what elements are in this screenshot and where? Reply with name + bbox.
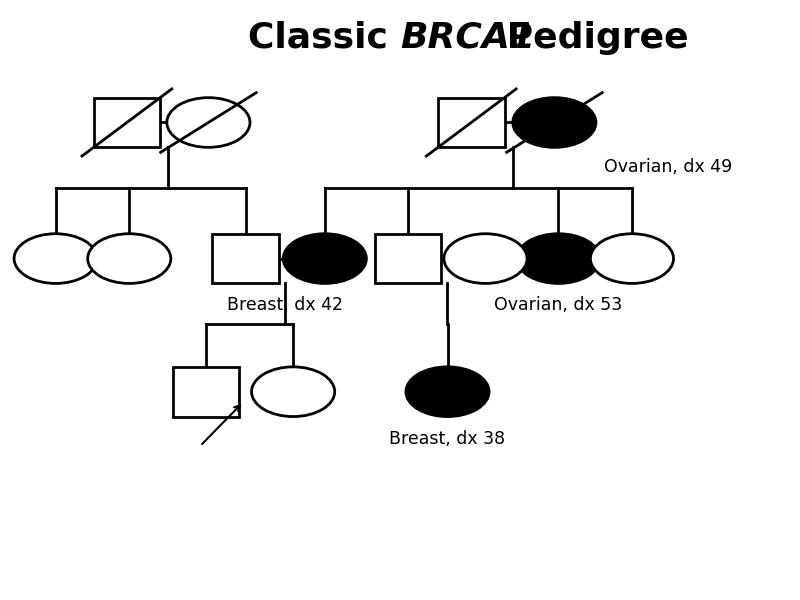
Polygon shape xyxy=(438,98,505,148)
Ellipse shape xyxy=(590,234,674,283)
Text: Pedigree: Pedigree xyxy=(494,21,688,55)
Text: Classic: Classic xyxy=(247,21,400,55)
Polygon shape xyxy=(173,367,239,416)
Polygon shape xyxy=(374,234,441,283)
Polygon shape xyxy=(212,234,279,283)
Ellipse shape xyxy=(88,234,171,283)
Ellipse shape xyxy=(14,234,97,283)
Ellipse shape xyxy=(513,98,596,148)
Text: Breast, dx 38: Breast, dx 38 xyxy=(390,430,506,448)
Ellipse shape xyxy=(517,234,600,283)
Text: Ovarian, dx 53: Ovarian, dx 53 xyxy=(494,296,622,314)
Ellipse shape xyxy=(167,98,250,148)
Ellipse shape xyxy=(283,234,366,283)
Ellipse shape xyxy=(251,367,334,416)
Text: Breast, dx 42: Breast, dx 42 xyxy=(227,296,343,314)
Text: BRCA1: BRCA1 xyxy=(400,21,535,55)
Text: Ovarian, dx 49: Ovarian, dx 49 xyxy=(604,158,732,176)
Polygon shape xyxy=(94,98,160,148)
Ellipse shape xyxy=(406,367,489,416)
Ellipse shape xyxy=(444,234,527,283)
